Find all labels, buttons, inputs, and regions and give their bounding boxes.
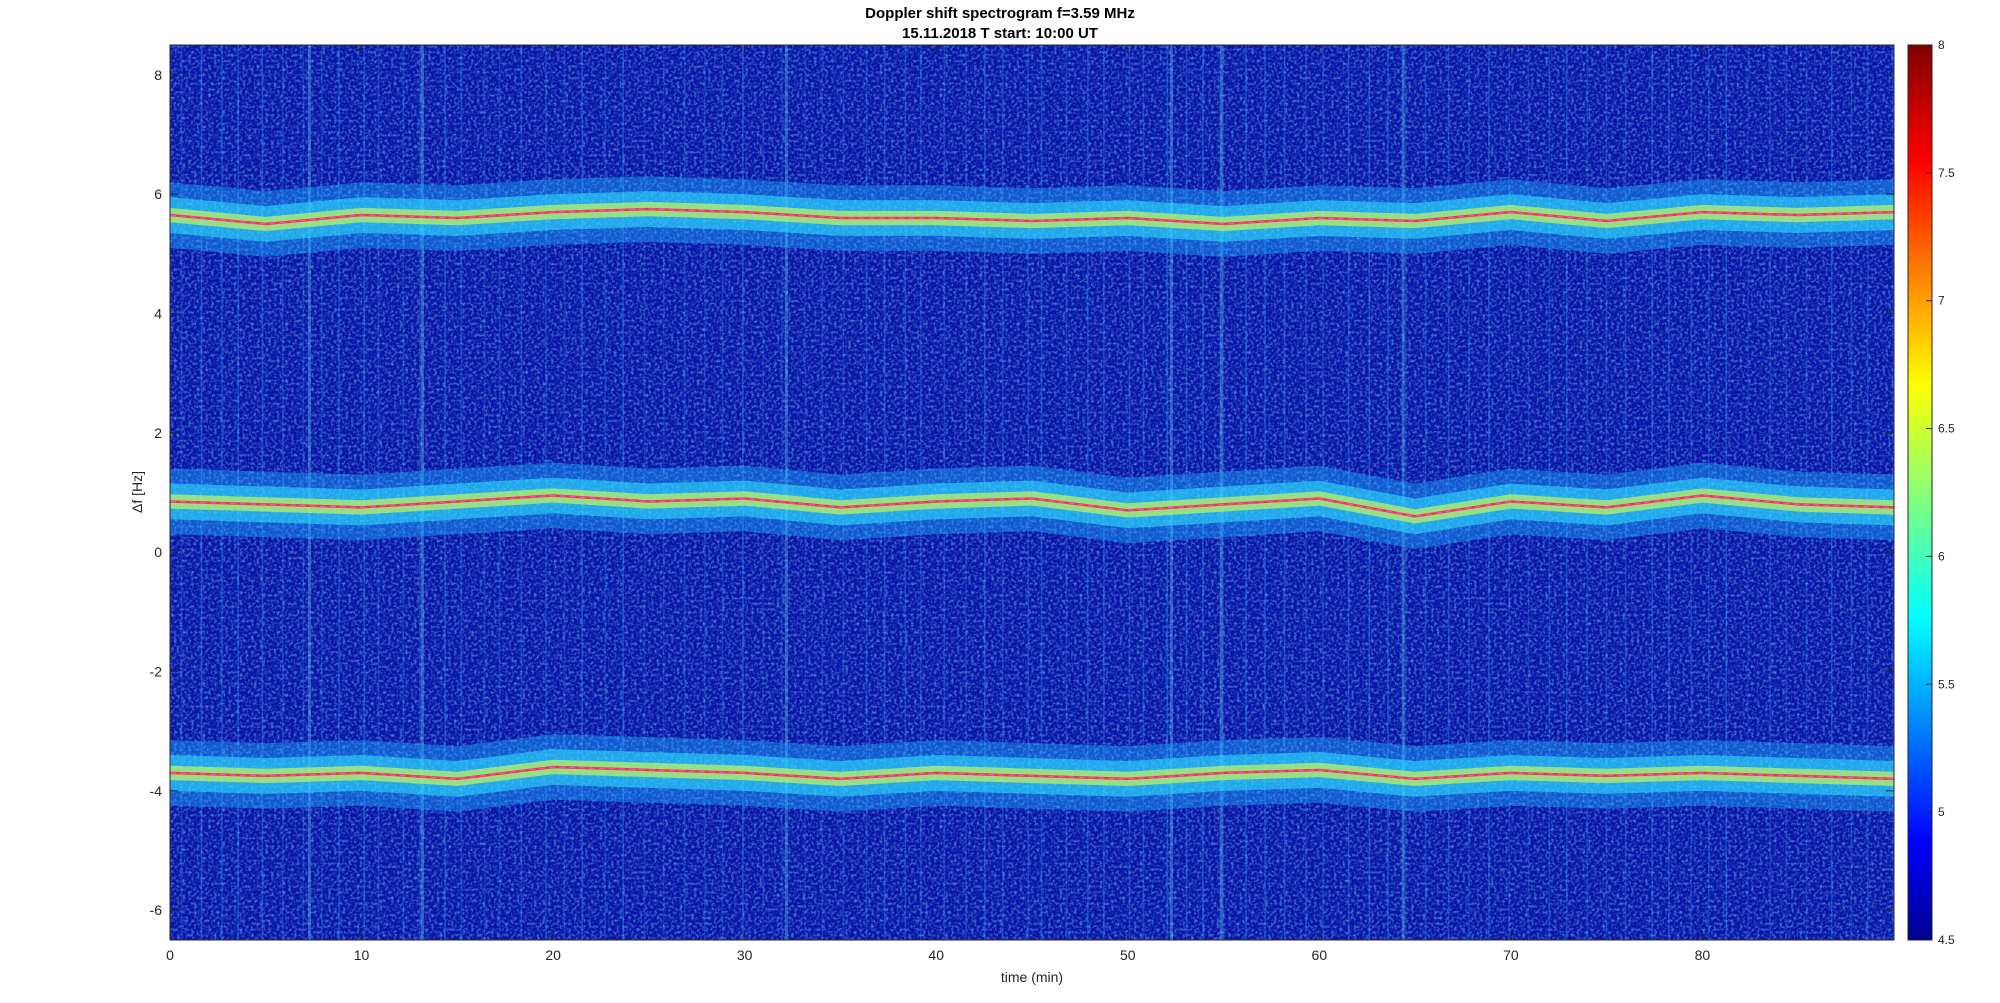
y-tick-label: -6 <box>150 902 163 918</box>
y-tick-label: -2 <box>150 664 163 680</box>
y-tick-label: 8 <box>154 67 162 83</box>
y-tick-label: 6 <box>154 186 162 202</box>
heatmap-layer <box>170 45 1894 940</box>
axes: 0 10 20 30 40 50 60 70 80 -6 -4 -2 0 2 4 6 8 time (min)… <box>129 44 1895 985</box>
x-axis-label: time (min) <box>1001 969 1063 985</box>
streak <box>1387 45 1389 940</box>
colorbar-tick-label: 7 <box>1938 294 1945 308</box>
colorbar-ticks: 4.5 5 5.5 6 6.5 7 7.5 8 <box>1926 38 1955 947</box>
series-trace <box>170 494 1894 517</box>
streak <box>1447 45 1450 940</box>
colorbar-tick-label: 5.5 <box>1938 677 1955 691</box>
y-tick-label: 0 <box>154 544 162 560</box>
chart-subtitle: 15.11.2018 T start: 10:00 UT <box>902 25 1098 42</box>
x-tick-label: 0 <box>166 947 174 963</box>
band-inner <box>170 488 1894 524</box>
y-tick-label: 2 <box>154 425 162 441</box>
y-tick-label: -4 <box>150 783 163 799</box>
series-trace <box>170 208 1894 225</box>
series-layer <box>170 207 1894 781</box>
streak-strong <box>1401 45 1405 940</box>
colorbar-tick-label: 8 <box>1938 38 1945 52</box>
x-tick-label: 50 <box>1120 947 1136 963</box>
x-tick-label: 30 <box>737 947 753 963</box>
x-tick-label: 20 <box>545 947 561 963</box>
chart-title: Doppler shift spectrogram f=3.59 MHz <box>865 5 1135 22</box>
series-trace <box>170 766 1894 780</box>
streak <box>1424 45 1427 940</box>
x-axis: 0 10 20 30 40 50 60 70 80 <box>166 45 1710 963</box>
x-tick-label: 60 <box>1312 947 1328 963</box>
axes-box <box>169 44 1895 941</box>
x-tick-label: 10 <box>354 947 370 963</box>
x-tick-label: 70 <box>1503 947 1519 963</box>
y-axis: -6 -4 -2 0 2 4 6 8 <box>150 67 1894 918</box>
y-tick-label: 4 <box>154 306 162 322</box>
colorbar-tick-label: 6 <box>1938 549 1945 563</box>
colorbar-gradient <box>1907 44 1933 941</box>
y-axis-label: Δf [Hz] <box>129 471 145 513</box>
colorbar-tick-label: 7.5 <box>1938 166 1955 180</box>
colorbar-tick-label: 6.5 <box>1938 422 1955 436</box>
colorbar-tick-label: 5 <box>1938 805 1945 819</box>
band-inner <box>170 759 1894 787</box>
band-inner <box>170 201 1894 232</box>
colorbar: 4.5 5 5.5 6 6.5 7 7.5 8 <box>1907 38 1955 947</box>
colorbar-tick-label: 4.5 <box>1938 933 1955 947</box>
streak <box>1405 45 1407 940</box>
x-tick-label: 80 <box>1695 947 1711 963</box>
x-tick-label: 40 <box>928 947 944 963</box>
